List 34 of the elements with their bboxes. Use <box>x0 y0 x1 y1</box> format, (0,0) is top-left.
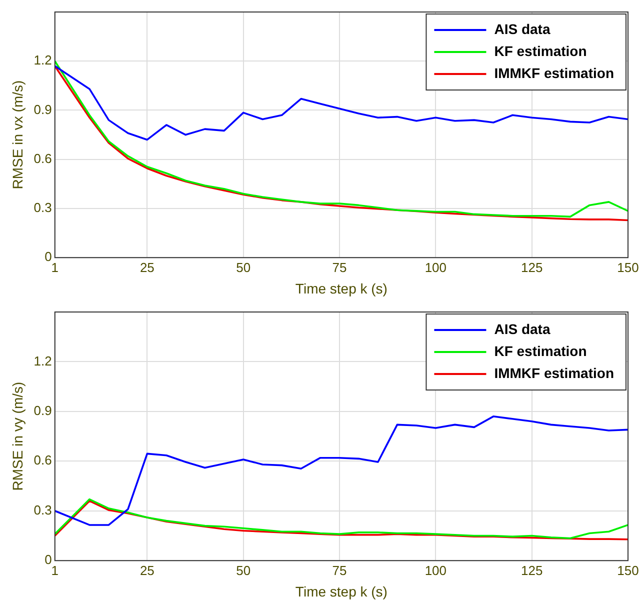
y-tick-label: 0.9 <box>34 403 52 418</box>
x-tick-label: 75 <box>332 562 347 578</box>
x-axis-title: Time step k (s) <box>295 583 388 600</box>
legend-label: AIS data <box>494 320 550 337</box>
x-tick-label: 100 <box>424 260 447 275</box>
y-axis-title: RMSE in vx (m/s) <box>9 80 26 190</box>
x-tick-label: 1 <box>51 260 58 275</box>
legend-label: IMMKF estimation <box>494 64 614 81</box>
y-tick-label: 1.2 <box>34 52 52 68</box>
x-tick-label: 100 <box>424 562 447 578</box>
x-tick-label: 150 <box>617 562 639 578</box>
x-tick-label: 150 <box>617 260 639 275</box>
legend-label: KF estimation <box>494 342 587 359</box>
y-axis-title: RMSE in vy (m/s) <box>9 382 26 491</box>
x-tick-label: 25 <box>140 260 154 275</box>
y-tick-label: 0.3 <box>34 502 52 518</box>
y-tick-label: 0 <box>44 249 52 264</box>
x-tick-label: 75 <box>332 260 347 275</box>
x-tick-label: 125 <box>520 260 543 275</box>
x-tick-label: 125 <box>520 562 543 578</box>
x-tick-label: 50 <box>236 260 251 275</box>
x-tick-label: 50 <box>236 562 251 578</box>
y-tick-label: 0.9 <box>34 102 52 117</box>
x-axis-title: Time step k (s) <box>295 280 388 296</box>
legend-label: AIS data <box>494 20 550 37</box>
x-tick-label: 1 <box>51 562 58 578</box>
y-tick-label: 0.6 <box>34 452 52 468</box>
x-tick-label: 25 <box>140 562 154 578</box>
y-tick-label: 1.2 <box>34 353 52 368</box>
y-tick-label: 0.6 <box>34 150 52 166</box>
y-tick-label: 0 <box>44 552 52 568</box>
legend-label: KF estimation <box>494 42 587 59</box>
y-tick-label: 0.3 <box>34 200 52 216</box>
legend-label: IMMKF estimation <box>494 364 614 381</box>
